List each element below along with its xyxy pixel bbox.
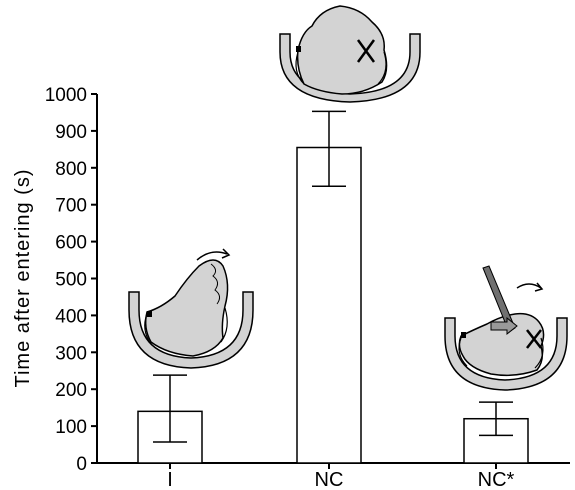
y-tick-label: 800 — [55, 159, 87, 180]
y-axis-label: Time after entering (s) — [12, 169, 34, 388]
turn-arrow — [516, 283, 542, 289]
specimen-dot — [461, 332, 466, 338]
y-tick-label: 400 — [55, 306, 87, 327]
specimen-with-x-mark-icon — [279, 5, 421, 103]
bar-nc — [296, 146, 362, 464]
y-tick-label: 600 — [55, 233, 87, 254]
y-tick-label: 700 — [55, 196, 87, 217]
y-tick-label: 900 — [55, 122, 87, 143]
turn-arrow-head — [534, 282, 544, 292]
specimen-wrinkles — [210, 263, 221, 305]
specimen-right-fold — [220, 307, 228, 343]
y-tick-label: 300 — [55, 343, 87, 364]
specimen-right-fold — [377, 51, 387, 85]
specimen-right-fold — [534, 337, 544, 369]
error-bars — [153, 110, 513, 443]
x-tick-label: I — [167, 469, 173, 490]
x-mark — [356, 39, 376, 63]
y-ticks: 0 100 200 300 400 500 600 700 800 900 1000 — [45, 85, 97, 475]
specimen-body — [296, 5, 388, 95]
y-tick-label: 0 — [76, 454, 87, 475]
push-arrow — [490, 316, 518, 336]
specimen-dot — [296, 46, 301, 52]
y-tick-label: 100 — [55, 417, 87, 438]
specimen-left-fold — [144, 313, 152, 345]
specimen-dot — [147, 311, 152, 317]
turn-arrow — [196, 251, 228, 261]
specimen-with-probe-and-x-mark-icon — [444, 265, 568, 391]
x-tick-label: NC* — [478, 469, 515, 490]
turn-arrow-head — [221, 248, 231, 259]
tube-outer-wall — [444, 317, 568, 391]
specimen-left-fold — [295, 51, 305, 85]
y-tick-label: 500 — [55, 270, 87, 291]
x-mark — [526, 329, 542, 349]
y-tick-label: 1000 — [45, 85, 87, 106]
specimen-body — [144, 259, 229, 357]
x-tick-label: NC — [315, 469, 344, 490]
specimen-with-turn-arrow-icon — [128, 248, 254, 369]
x-tick-labels: I NC NC* — [167, 463, 515, 490]
specimen-left-fold — [458, 337, 468, 367]
tube-outer-wall — [128, 291, 254, 369]
y-tick-label: 200 — [55, 380, 87, 401]
